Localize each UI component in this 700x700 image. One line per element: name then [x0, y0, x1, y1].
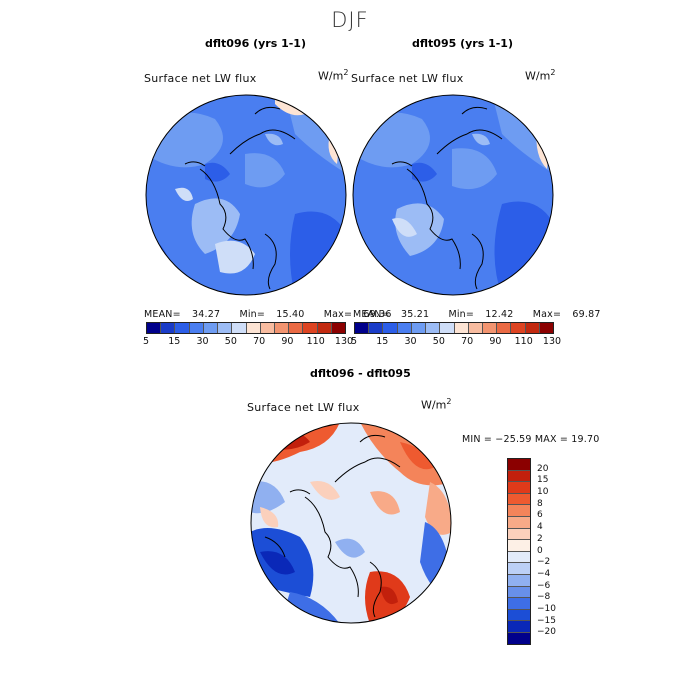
colorbar-swatch — [260, 323, 275, 333]
colorbar-swatch — [426, 323, 441, 333]
colorbar-swatch — [508, 632, 530, 644]
colorbar-tick-label: −6 — [537, 580, 551, 591]
panel1-units: W/m2 — [318, 68, 349, 83]
colorbar-swatch — [508, 459, 530, 471]
diff-polar-map — [250, 422, 452, 624]
colorbar-swatch — [468, 323, 483, 333]
diff-colorbar — [507, 458, 531, 645]
colorbar-swatch — [539, 323, 554, 333]
colorbar-swatch — [383, 323, 398, 333]
colorbar-tick-label: 8 — [537, 498, 543, 509]
colorbar-tick-label: 5 — [350, 336, 358, 347]
colorbar-swatch — [189, 323, 204, 333]
colorbar-swatch — [246, 323, 261, 333]
colorbar-swatch — [508, 505, 530, 517]
panel1-title: dflt096 (yrs 1-1) — [205, 37, 306, 50]
colorbar-swatch — [525, 323, 540, 333]
colorbar-tick-label: −10 — [537, 603, 556, 614]
colorbar-swatch — [440, 323, 455, 333]
colorbar-swatch — [508, 609, 530, 622]
colorbar-tick-label: 30 — [404, 336, 417, 347]
colorbar-swatch — [511, 323, 526, 333]
colorbar-tick-label: 2 — [537, 533, 543, 544]
colorbar-tick-label: 110 — [514, 336, 533, 347]
panel2-variable-label: Surface net LW flux — [351, 72, 464, 85]
colorbar-tick-label: 110 — [306, 336, 325, 347]
colorbar-swatch — [274, 323, 290, 333]
diff-units: W/m2 — [421, 397, 452, 412]
panel2-colorbar-ticks: 5 15 30 50 70 90 110 130 — [350, 336, 561, 348]
colorbar-tick-label: 50 — [432, 336, 445, 347]
colorbar-swatch — [508, 482, 530, 494]
colorbar-swatch — [411, 323, 427, 333]
colorbar-swatch — [508, 493, 530, 506]
colorbar-tick-label: 70 — [461, 336, 474, 347]
colorbar-swatch — [147, 323, 162, 333]
colorbar-tick-label: 4 — [537, 522, 543, 533]
diff-colorbar-ticks: 20 15 10 8 6 4 2 0 −2 −4 −6 −8 −10 −15 −20 — [537, 458, 577, 638]
panel2-units: W/m2 — [525, 68, 556, 83]
diff-minmax: MIN = −25.59 MAX = 19.70 — [462, 434, 600, 445]
colorbar-tick-label: 15 — [376, 336, 389, 347]
colorbar-tick-label: 90 — [281, 336, 294, 347]
panel2-colorbar — [354, 322, 554, 334]
colorbar-swatch — [331, 323, 346, 333]
colorbar-swatch — [508, 540, 530, 552]
colorbar-swatch — [508, 563, 530, 575]
colorbar-tick-label: 30 — [196, 336, 209, 347]
colorbar-swatch — [508, 470, 530, 483]
colorbar-tick-label: 0 — [537, 545, 543, 556]
panel1-stats: MEAN= 34.27 Min= 15.40 Max= 69.36 — [144, 309, 392, 320]
panel1-colorbar-ticks: 5 15 30 50 70 90 110 130 — [142, 336, 353, 348]
colorbar-swatch — [497, 323, 512, 333]
colorbar-swatch — [454, 323, 469, 333]
colorbar-tick-label: 50 — [224, 336, 237, 347]
colorbar-swatch — [161, 323, 176, 333]
colorbar-tick-label: 70 — [253, 336, 266, 347]
colorbar-tick-label: 20 — [537, 463, 549, 474]
colorbar-swatch — [289, 323, 304, 333]
colorbar-tick-label: −4 — [537, 568, 551, 579]
colorbar-swatch — [317, 323, 332, 333]
colorbar-tick-label: 15 — [168, 336, 181, 347]
colorbar-swatch — [175, 323, 190, 333]
colorbar-swatch — [508, 621, 530, 633]
panel1-polar-map — [145, 94, 347, 296]
panel2-stats: MEAN= 35.21 Min= 12.42 Max= 69.87 — [353, 309, 601, 320]
colorbar-swatch — [508, 574, 530, 587]
panel2-title: dflt095 (yrs 1-1) — [412, 37, 513, 50]
colorbar-swatch — [508, 528, 530, 541]
panel1-variable-label: Surface net LW flux — [144, 72, 257, 85]
colorbar-swatch — [203, 323, 219, 333]
diff-variable-label: Surface net LW flux — [247, 401, 360, 414]
colorbar-tick-label: −8 — [537, 592, 551, 603]
colorbar-tick-label: 5 — [142, 336, 150, 347]
colorbar-swatch — [303, 323, 318, 333]
colorbar-tick-label: −15 — [537, 615, 556, 626]
colorbar-tick-label: 90 — [489, 336, 502, 347]
colorbar-tick-label: 10 — [537, 487, 549, 498]
colorbar-swatch — [355, 323, 370, 333]
figure-title: DJF — [331, 8, 369, 32]
colorbar-tick-label: −2 — [537, 557, 551, 568]
colorbar-swatch — [508, 516, 530, 529]
colorbar-tick-label: 130 — [542, 336, 562, 347]
colorbar-tick-label: 130 — [334, 336, 354, 347]
colorbar-tick-label: 15 — [537, 475, 549, 486]
colorbar-swatch — [218, 323, 233, 333]
panel2-polar-map — [352, 94, 554, 296]
colorbar-swatch — [369, 323, 384, 333]
colorbar-tick-label: −20 — [537, 627, 556, 638]
colorbar-tick-label: 6 — [537, 510, 543, 521]
colorbar-swatch — [232, 323, 247, 333]
diff-panel-title: dflt096 - dflt095 — [310, 367, 411, 380]
colorbar-swatch — [482, 323, 498, 333]
colorbar-swatch — [508, 598, 530, 610]
colorbar-swatch — [508, 586, 530, 599]
panel1-colorbar — [146, 322, 346, 334]
colorbar-swatch — [508, 551, 530, 564]
colorbar-swatch — [397, 323, 412, 333]
